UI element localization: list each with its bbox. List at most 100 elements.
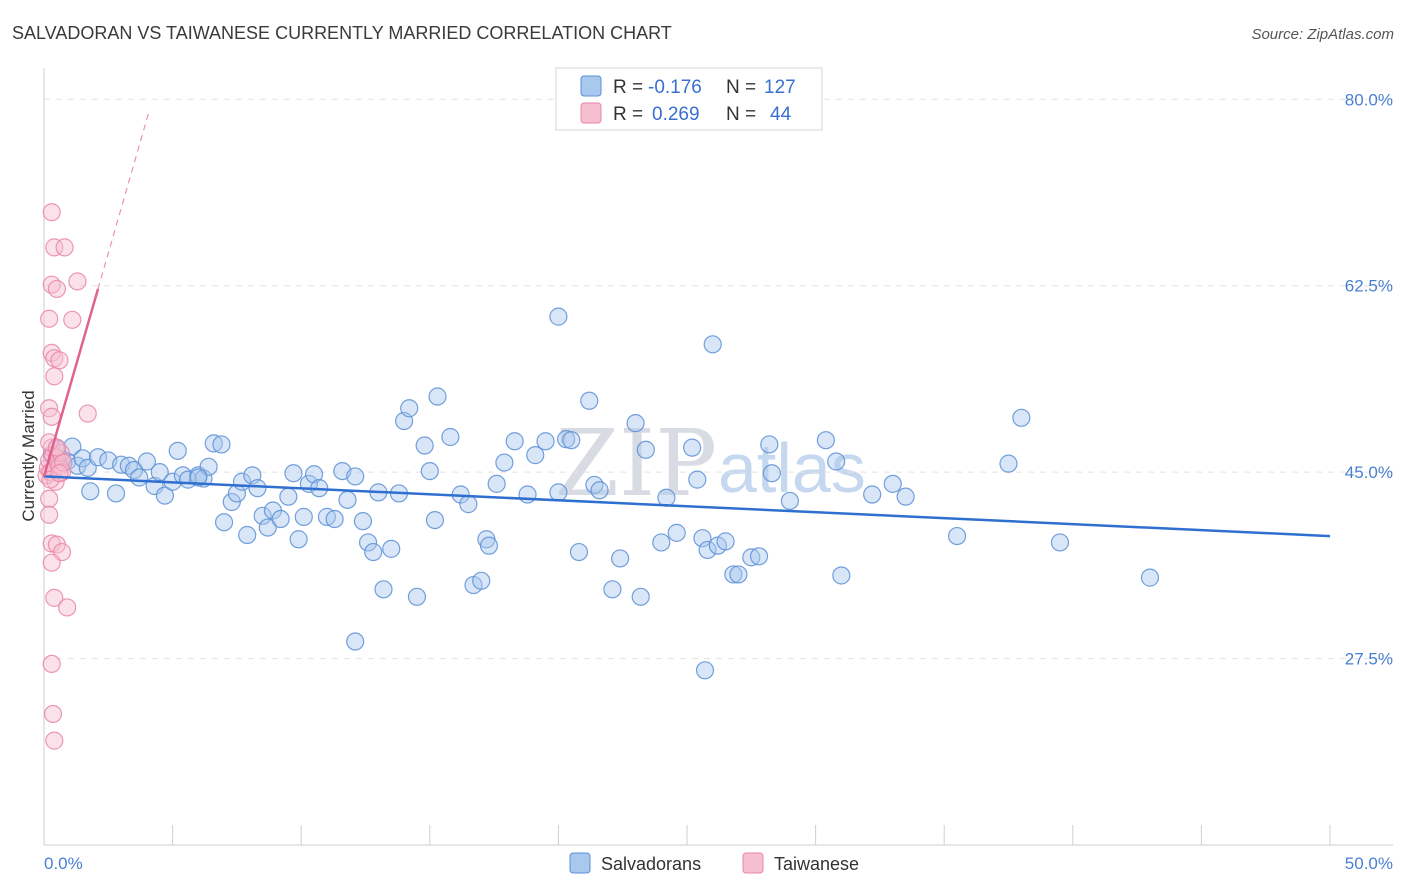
taiwanese-point-43 bbox=[50, 464, 69, 483]
taiwanese-point-25 bbox=[45, 367, 64, 386]
salvadoran-point-93 bbox=[667, 523, 686, 542]
salvadoran-point-39 bbox=[271, 509, 290, 529]
salvadoran-point-19 bbox=[155, 486, 174, 505]
taiwanese-point-38 bbox=[43, 704, 63, 724]
salvadoran-point-94 bbox=[683, 438, 702, 457]
y-tick-labels: 27.5% 45.0% 62.5% 80.0% bbox=[1345, 90, 1393, 668]
salvadoran-point-54 bbox=[364, 542, 383, 562]
salvadoran-point-51 bbox=[346, 467, 365, 486]
salvadoran-point-78 bbox=[536, 432, 555, 451]
salvadoran-point-66 bbox=[441, 427, 460, 447]
salvadoran-point-50 bbox=[338, 490, 357, 509]
salvadoran-point-83 bbox=[580, 391, 599, 410]
salvadoran-point-6 bbox=[73, 449, 92, 468]
salvadoran-point-74 bbox=[495, 453, 514, 472]
taiwanese-point-35 bbox=[45, 588, 64, 607]
salvadoran-point-75 bbox=[505, 432, 524, 451]
salvadoran-point-21 bbox=[168, 441, 187, 460]
salvadoran-point-73 bbox=[487, 474, 506, 493]
salvadoran-point-116 bbox=[999, 454, 1018, 473]
salvadoran-point-77 bbox=[526, 446, 545, 465]
salvadoran-point-106 bbox=[760, 435, 779, 454]
legend-r-value-1: -0.176 bbox=[648, 77, 702, 98]
salvadoran-point-30 bbox=[222, 492, 241, 512]
salvadoran-point-27 bbox=[204, 434, 223, 453]
salvadoran-point-61 bbox=[407, 587, 427, 606]
salvadoran-point-52 bbox=[353, 512, 373, 531]
salvadoran-point-96 bbox=[693, 529, 712, 548]
salvadoran-point-90 bbox=[636, 440, 655, 459]
taiwanese-point-34 bbox=[42, 553, 61, 572]
salvadoran-point-42 bbox=[289, 530, 308, 549]
salvadoran-point-113 bbox=[883, 474, 902, 493]
y-axis-label: Currently Married bbox=[19, 390, 38, 521]
salvadoran-point-33 bbox=[238, 525, 257, 545]
salvadoran-point-114 bbox=[896, 487, 915, 506]
watermark-zip: ZIP bbox=[555, 410, 717, 517]
salvadoran-point-99 bbox=[695, 661, 715, 680]
gridlines bbox=[44, 98, 1393, 660]
salvadoran-point-48 bbox=[325, 509, 344, 529]
salvadoran-point-120 bbox=[549, 307, 568, 326]
legend-swatch-taiwanese bbox=[580, 102, 602, 124]
salvadoran-point-82 bbox=[569, 542, 589, 562]
taiwanese-point-29 bbox=[40, 489, 59, 508]
legend-n-value-1: 127 bbox=[764, 77, 796, 98]
salvadoran-point-40 bbox=[279, 487, 298, 506]
taiwanese-point-18 bbox=[47, 279, 66, 299]
taiwanese-point-27 bbox=[42, 407, 61, 426]
taiwanese-point-16 bbox=[55, 238, 74, 257]
taiwanese-point-14 bbox=[42, 203, 61, 222]
taiwanese-point-39 bbox=[45, 731, 64, 750]
salvadoran-point-98 bbox=[703, 335, 722, 354]
x-tick-label-max: 50.0% bbox=[1345, 854, 1393, 873]
trend-lines bbox=[42, 109, 1331, 538]
taiwanese-point-37 bbox=[42, 654, 61, 674]
salvadoran-point-87 bbox=[611, 549, 630, 568]
taiwanese-point-28 bbox=[78, 404, 97, 423]
chart-title: SALVADORAN VS TAIWANESE CURRENTLY MARRIE… bbox=[12, 23, 672, 43]
salvadoran-point-107 bbox=[762, 464, 781, 483]
salvadoran-point-101 bbox=[716, 532, 735, 551]
taiwanese-point-15 bbox=[45, 238, 64, 257]
salvadoran-point-89 bbox=[631, 587, 650, 606]
taiwanese-point-36 bbox=[58, 598, 77, 617]
y-tick-label-3: 80.0% bbox=[1345, 90, 1393, 109]
salvadoran-point-53 bbox=[358, 533, 378, 552]
salvadoran-point-56 bbox=[374, 580, 393, 599]
watermark: ZIP atlas bbox=[555, 410, 866, 517]
salvadoran-point-45 bbox=[304, 465, 324, 484]
salvadoran-point-76 bbox=[518, 485, 537, 504]
salvadoran-point-97 bbox=[698, 540, 717, 560]
legend-r-value-2: 0.269 bbox=[652, 104, 700, 125]
bottom-legend-taiwanese: Taiwanese bbox=[774, 854, 859, 874]
bottom-legend: Salvadorans Taiwanese bbox=[569, 852, 859, 874]
salvadoran-point-91 bbox=[652, 533, 671, 552]
salvadoran-point-15 bbox=[130, 468, 149, 487]
salvadoran-point-85 bbox=[590, 481, 609, 500]
salvadoran-point-104 bbox=[742, 548, 761, 567]
taiwanese-point-21 bbox=[63, 310, 82, 329]
salvadoran-point-8 bbox=[81, 482, 100, 501]
salvadoran-point-121 bbox=[346, 632, 365, 651]
taiwanese-point-24 bbox=[50, 351, 69, 370]
bottom-legend-swatch-taiwanese bbox=[742, 852, 764, 874]
legend-r-label-1: R = bbox=[613, 77, 643, 98]
taiwanese-trend-line bbox=[42, 288, 100, 477]
salvadoran-point-28 bbox=[212, 435, 231, 454]
axes bbox=[43, 68, 1393, 846]
salvadoran-point-110 bbox=[827, 452, 846, 471]
y-tick-label-2: 62.5% bbox=[1345, 277, 1393, 296]
salvadoran-point-109 bbox=[816, 431, 835, 450]
salvadoran-point-105 bbox=[749, 547, 769, 566]
salvadoran-point-81 bbox=[562, 431, 581, 450]
taiwanese-point-30 bbox=[40, 505, 59, 524]
salvadoran-point-86 bbox=[603, 580, 622, 599]
x-tick-label-min: 0.0% bbox=[44, 854, 83, 873]
salvadoran-point-62 bbox=[415, 436, 434, 455]
taiwanese-point-20 bbox=[40, 309, 59, 328]
taiwanese-trend-extension bbox=[97, 109, 151, 290]
legend-n-value-2: 44 bbox=[770, 104, 792, 125]
salvadoran-point-117 bbox=[1012, 408, 1031, 427]
